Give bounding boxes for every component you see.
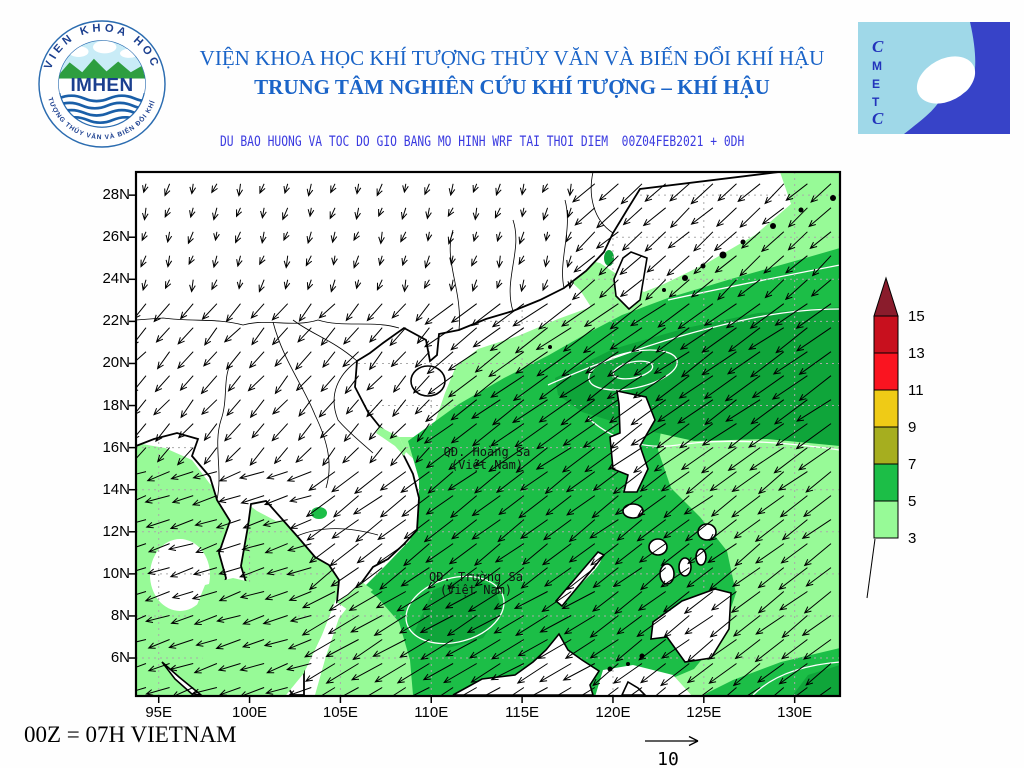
mindanao-island <box>650 588 732 663</box>
lon-label: 100E <box>232 704 268 721</box>
svg-text:7: 7 <box>908 456 916 473</box>
lon-label: 125E <box>686 704 722 721</box>
lon-label: 95E <box>145 704 173 721</box>
center-title: TRUNG TÂM NGHIÊN CỨU KHÍ TƯỢNG – KHÍ HẬU <box>254 75 770 99</box>
svg-text:13: 13 <box>908 345 925 362</box>
legend-labels: 3 5 7 9 11 13 15 <box>908 308 925 547</box>
lat-label: 24N <box>102 270 130 288</box>
hoang-sa-label: QĐ. Hoàng Sa (Việt Nam) <box>443 445 531 472</box>
lon-label: 105E <box>322 704 358 721</box>
svg-text:5: 5 <box>908 493 916 510</box>
svg-text:M: M <box>872 59 882 73</box>
imhen-acronym: IMHEN <box>70 75 133 96</box>
lon-label: 110E <box>414 704 449 721</box>
svg-text:E: E <box>872 77 880 91</box>
lat-label: 14N <box>102 480 130 498</box>
svg-text:T: T <box>872 95 880 109</box>
figure-subtitle: DU BAO HUONG VA TOC DO GIO BANG MO HINH … <box>219 134 745 150</box>
truong-sa-label: QĐ. Trường Sa (Việt Nam) <box>429 570 523 597</box>
lat-label: 22N <box>102 312 130 330</box>
lon-label: 115E <box>505 704 540 721</box>
lat-label: 12N <box>102 522 130 540</box>
svg-text:11: 11 <box>908 382 924 399</box>
lat-label: 20N <box>102 354 130 372</box>
timezone-note: 00Z = 07H VIETNAM <box>24 722 237 747</box>
svg-text:3: 3 <box>908 530 916 547</box>
legend-colorbar: 3 5 7 9 11 13 15 <box>866 276 925 599</box>
map-border <box>134 170 842 698</box>
lon-label: 120E <box>595 704 631 721</box>
lat-label: 10N <box>102 564 130 582</box>
header: VIỆN KHOA HỌC KHÍ TƯỢNG THỦY VĂN VÀ BIẾN… <box>170 46 854 100</box>
lat-label: 6N <box>110 649 130 667</box>
svg-text:C: C <box>872 109 884 128</box>
svg-text:C: C <box>872 37 884 56</box>
axis-ticks <box>129 194 796 703</box>
reference-vector: 10 <box>645 735 699 768</box>
svg-text:15: 15 <box>908 308 925 325</box>
lat-label: 18N <box>102 396 130 414</box>
shading-overlay-land <box>193 427 406 695</box>
wind-arrows <box>136 183 832 696</box>
lat-label: 26N <box>102 228 130 246</box>
lat-label: 28N <box>102 186 130 204</box>
borneo-island <box>452 632 601 696</box>
lat-label: 8N <box>110 606 130 624</box>
logo-mountains <box>58 58 146 79</box>
figure-subtitle-wrap: DU BAO HUONG VA TOC DO GIO BANG MO HINH … <box>0 133 964 151</box>
institute-title: VIỆN KHOA HỌC KHÍ TƯỢNG THỦY VĂN VÀ BIẾN… <box>199 46 825 70</box>
imhen-logo: IMHEN VIEN KHOA HOC KHÍ TƯỢNG THỦY VĂN V… <box>9 5 166 148</box>
inland-borders <box>136 172 614 537</box>
lon-label: 130E <box>777 704 813 721</box>
lat-label: 16N <box>102 438 130 456</box>
reference-vector-label: 10 <box>657 749 679 768</box>
svg-text:9: 9 <box>908 419 916 436</box>
wind-map <box>129 170 842 703</box>
